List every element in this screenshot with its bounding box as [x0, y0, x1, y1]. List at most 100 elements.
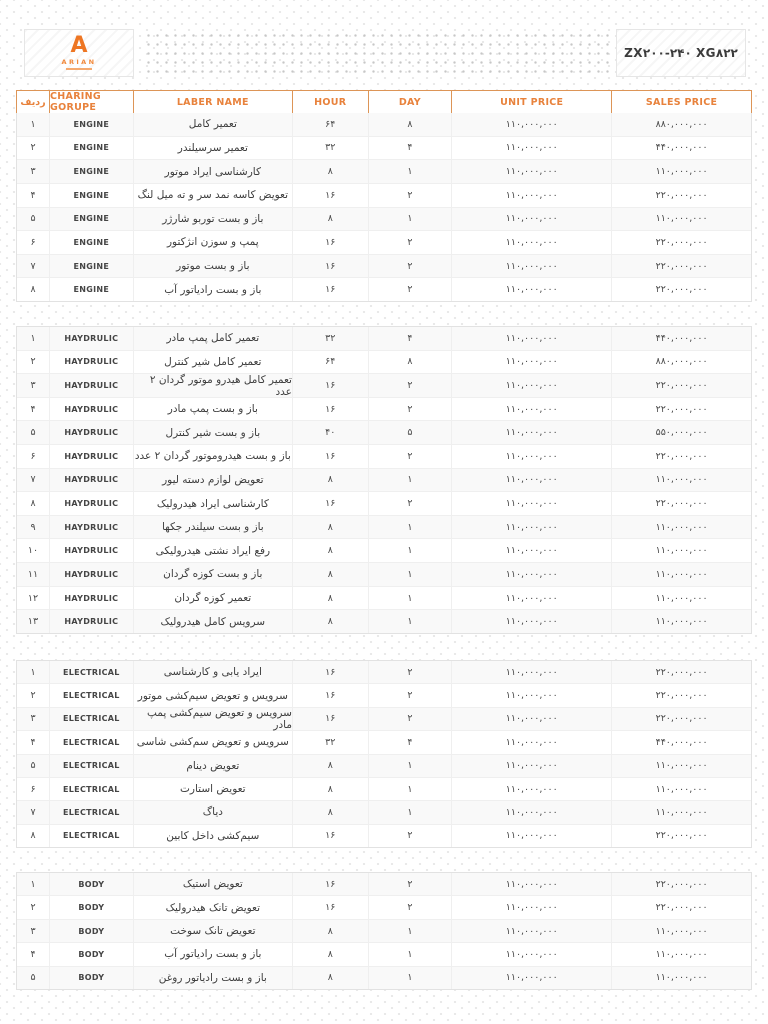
day-value: ۱ [369, 966, 453, 990]
charging-group: ENGINE [50, 136, 134, 160]
row-number: ۲ [17, 350, 51, 374]
table-row: ۶ HAYDRULIC باز و بست هیدروموتور گردان ۲ ع… [17, 445, 751, 469]
column-header-labor-name: LABER NAME [134, 91, 293, 113]
charging-group: ELECTRICAL [50, 801, 134, 824]
unit-price: ۱۱۰,۰۰۰,۰۰۰ [452, 919, 613, 943]
row-number: ۶ [17, 231, 51, 254]
table-row: ۸ ENGINE باز و بست رادیاتور آب ۱۶ ۲ ۱۱۰,۰۰۰,۰… [17, 278, 751, 301]
charging-group: BODY [50, 943, 134, 966]
day-value: ۲ [369, 707, 453, 731]
table-section-electrical: ۱ ELECTRICAL ایراد یابی و کارشناسی ۱۶ ۲ ۱۱۰,۰… [16, 660, 752, 848]
labor-name: رفع ایراد نشتی هیدرولیکی [134, 539, 293, 563]
table-row: ۹ HAYDRULIC باز و بست سیلندر جکها ۸ ۱ ۱۱۰,۰۰۰… [17, 515, 751, 540]
day-value: ۲ [369, 254, 453, 278]
charging-group: HAYDRULIC [50, 445, 134, 468]
unit-price: ۱۱۰,۰۰۰,۰۰۰ [452, 254, 613, 278]
column-header-hour: HOUR [293, 91, 369, 113]
labor-name: پمپ و سوزن انژکتور [134, 231, 293, 254]
table-section-body: ۱ BODY تعویض استیک ۱۶ ۲ ۱۱۰,۰۰۰,۰۰۰ ۲۲۰,۰۰۰,۰۰… [16, 872, 752, 990]
charging-group: HAYDRULIC [50, 586, 134, 610]
sales-price: ۵۵۰,۰۰۰,۰۰۰ [655, 427, 708, 439]
labor-name: سیم‌کشی داخل کابین [134, 824, 293, 847]
charging-group: ENGINE [50, 278, 134, 301]
sales-price: ۲۲۰,۰۰۰,۰۰۰ [655, 380, 708, 392]
table-row: ۵ ELECTRICAL تعویض دینام ۸ ۱ ۱۱۰,۰۰۰,۰۰۰ ۱۱۰,۰… [17, 754, 751, 778]
row-number: ۹ [17, 515, 51, 539]
charging-group: BODY [50, 896, 134, 919]
table-row: ۳ ENGINE کارشناسی ایراد موتور ۸ ۱ ۱۱۰,۰۰۰,۰۰۰… [17, 160, 751, 184]
table-row: ۴ ELECTRICAL سرویس و تعویض سم‌کشی شاسی ۳۲ ۴ ۱… [17, 731, 751, 755]
charging-group: BODY [50, 919, 134, 943]
day-value: ۲ [369, 397, 453, 421]
table-row: ۶ ELECTRICAL تعویض استارت ۸ ۱ ۱۱۰,۰۰۰,۰۰۰ ۱۱۰,… [17, 777, 751, 802]
sales-price: ۲۲۰,۰۰۰,۰۰۰ [655, 830, 708, 842]
unit-price: ۱۱۰,۰۰۰,۰۰۰ [452, 966, 613, 990]
charging-group: ENGINE [50, 207, 134, 231]
sales-price: ۴۴۰,۰۰۰,۰۰۰ [655, 332, 708, 344]
row-number: ۱۲ [17, 586, 51, 610]
table-row: ۲ BODY تعویض تانک هیدرولیک ۱۶ ۲ ۱۱۰,۰۰۰,۰۰۰ ۲۲… [17, 896, 751, 920]
charging-group: HAYDRULIC [50, 397, 134, 421]
charging-group: BODY [50, 966, 134, 990]
day-value: ۸ [369, 350, 453, 374]
table-row: ۱۳ HAYDRULIC سرویس کامل هیدرولیک ۸ ۱ ۱۱۰,۰۰۰,… [17, 610, 751, 633]
labor-name: تعویض کاسه نمد سر و ته میل لنگ [134, 183, 293, 207]
day-value: ۱ [369, 801, 453, 824]
row-number: ۶ [17, 777, 51, 801]
hour-value: ۶۴ [293, 350, 369, 374]
labor-name: باز و بست رادیاتور آب [134, 278, 293, 301]
labor-name: تعمیر کوزه گردان [134, 586, 293, 610]
hour-value: ۸ [293, 919, 369, 943]
hour-value: ۳۲ [293, 731, 369, 754]
charging-group: HAYDRULIC [50, 374, 134, 397]
hour-value: ۶۴ [293, 113, 369, 136]
labor-name: باز و بست موتور [134, 254, 293, 278]
table-row: ۲ ELECTRICAL سرویس و تعویض سیم‌کشی موتور ۱۶… [17, 684, 751, 708]
unit-price: ۱۱۰,۰۰۰,۰۰۰ [452, 374, 613, 397]
labor-name: تعویض تانک هیدرولیک [134, 896, 293, 919]
hour-value: ۸ [293, 539, 369, 563]
hour-value: ۱۶ [293, 254, 369, 278]
row-number: ۶ [17, 445, 51, 468]
unit-price: ۱۱۰,۰۰۰,۰۰۰ [452, 754, 613, 777]
company-logo: A ARIAN [24, 29, 134, 77]
table-row: ۱ HAYDRULIC تعمیر کامل پمپ مادر ۳۲ ۴ ۱۱۰,۰۰۰,… [17, 327, 751, 351]
row-number: ۴ [17, 731, 51, 754]
unit-price: ۱۱۰,۰۰۰,۰۰۰ [452, 684, 613, 707]
table-row: ۱۲ HAYDRULIC تعمیر کوزه گردان ۸ ۱ ۱۱۰,۰۰۰,۰۰۰… [17, 586, 751, 611]
sales-price: ۲۲۰,۰۰۰,۰۰۰ [655, 713, 708, 725]
labor-name: تعمیر کامل هیدرو موتور گردان ۲ عدد [134, 374, 293, 398]
labor-name: تعویض لوازم دسته لیور [134, 468, 293, 492]
sales-price: ۴۴۰,۰۰۰,۰۰۰ [655, 142, 708, 154]
sales-price: ۱۱۰,۰۰۰,۰۰۰ [655, 568, 708, 580]
day-value: ۲ [369, 896, 453, 919]
table-section-engine: ۱ ENGINE تعمیر کامل ۶۴ ۸ ۱۱۰,۰۰۰,۰۰۰ ۸۸۰,۰۰۰,۰… [16, 113, 752, 302]
table-row: ۵ HAYDRULIC باز و بست شیر کنترل ۴۰ ۵ ۱۱۰,۰۰۰,… [17, 421, 751, 446]
unit-price: ۱۱۰,۰۰۰,۰۰۰ [452, 661, 613, 684]
row-number: ۳ [17, 374, 51, 397]
charging-group: ELECTRICAL [50, 754, 134, 777]
labor-name: سرویس و تعویض سم‌کشی شاسی [134, 731, 293, 754]
sales-price: ۲۲۰,۰۰۰,۰۰۰ [655, 498, 708, 510]
unit-price: ۱۱۰,۰۰۰,۰۰۰ [452, 113, 613, 136]
day-value: ۱ [369, 563, 453, 586]
labor-name: باز و بست رادیاتور روغن [134, 966, 293, 990]
hour-value: ۱۶ [293, 278, 369, 301]
day-value: ۱ [369, 586, 453, 610]
charging-group: ELECTRICAL [50, 824, 134, 847]
labor-name: تعمیر سرسیلندر [134, 136, 293, 160]
logo-brand-name: ARIAN [61, 57, 97, 66]
labor-name: باز و بست رادیاتور آب [134, 943, 293, 966]
table-row: ۱ ELECTRICAL ایراد یابی و کارشناسی ۱۶ ۲ ۱۱۰,۰… [17, 661, 751, 685]
unit-price: ۱۱۰,۰۰۰,۰۰۰ [452, 943, 613, 966]
table-row: ۳ BODY تعویض تانک سوخت ۸ ۱ ۱۱۰,۰۰۰,۰۰۰ ۱۱۰,۰۰۰… [17, 919, 751, 944]
unit-price: ۱۱۰,۰۰۰,۰۰۰ [452, 445, 613, 468]
day-value: ۱ [369, 943, 453, 966]
unit-price: ۱۱۰,۰۰۰,۰۰۰ [452, 492, 613, 515]
row-number: ۳ [17, 919, 51, 943]
sales-price: ۱۱۰,۰۰۰,۰۰۰ [655, 545, 708, 557]
row-number: ۲ [17, 896, 51, 919]
charging-group: HAYDRULIC [50, 492, 134, 515]
unit-price: ۱۱۰,۰۰۰,۰۰۰ [452, 824, 613, 847]
day-value: ۴ [369, 327, 453, 350]
